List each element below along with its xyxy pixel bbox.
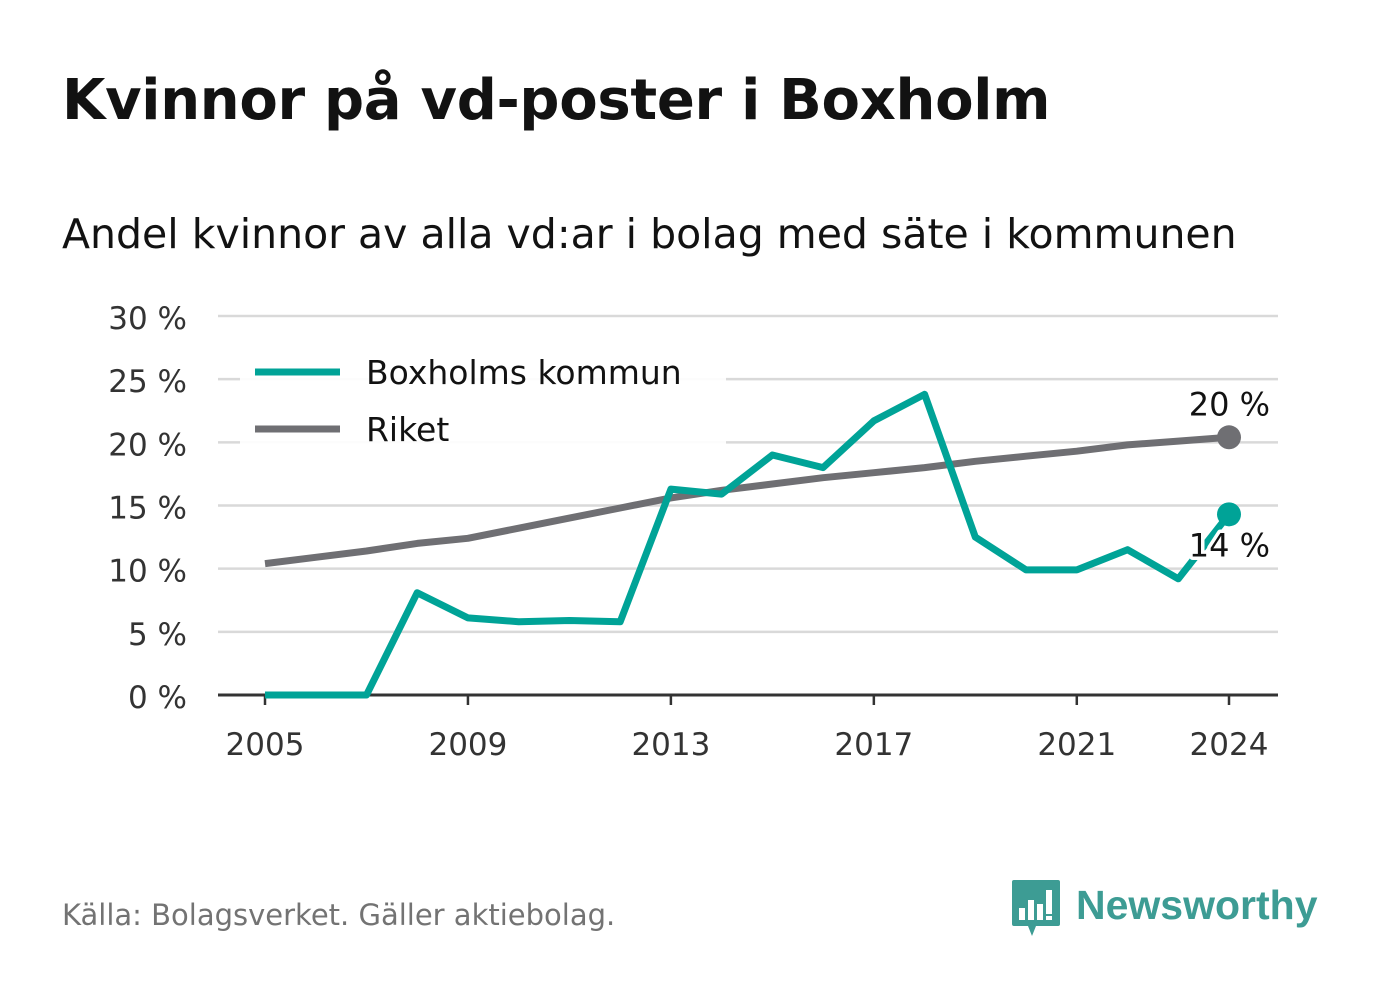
legend: Boxholms kommun Riket: [240, 345, 726, 457]
y-tick-label: 5 %: [128, 617, 187, 653]
x-tick-label: 2024: [1190, 727, 1269, 763]
x-tick-label: 2005: [226, 727, 305, 763]
legend-label: Boxholms kommun: [366, 353, 682, 392]
y-tick-label: 30 %: [108, 301, 187, 337]
brand-name: Newsworthy: [1076, 881, 1318, 928]
y-axis-tick-labels: 0 % 5 % 10 % 15 % 20 % 25 % 30 %: [108, 301, 187, 716]
x-tick-label: 2021: [1037, 727, 1116, 763]
end-label-riket: 20 %: [1189, 385, 1270, 423]
y-tick-label: 0 %: [128, 680, 187, 716]
series-line-boxholm: [265, 390, 1232, 699]
end-label-boxholm: 14 %: [1189, 526, 1270, 564]
y-tick-label: 10 %: [108, 554, 187, 590]
legend-background: [240, 345, 726, 457]
y-tick-label: 20 %: [108, 427, 187, 463]
legend-label: Riket: [366, 410, 449, 449]
newsworthy-logo-icon: [1012, 880, 1060, 936]
source-note: Källa: Bolagsverket. Gäller aktiebolag.: [62, 898, 616, 932]
end-point-riket: [1217, 425, 1241, 450]
y-tick-label: 15 %: [108, 491, 187, 527]
x-tick-label: 2017: [834, 727, 913, 763]
end-label-halo: 14 %: [1189, 526, 1270, 564]
newsworthy-logo: Newsworthy: [1010, 878, 1318, 940]
series-lines: [264, 390, 1241, 699]
end-labels: 20 %14 %14 %: [1185, 385, 1273, 568]
x-tick-label: 2009: [428, 727, 507, 763]
series-line-riket: [264, 433, 1230, 568]
end-point-boxholm: [1217, 502, 1241, 527]
chart-subtitle: Andel kvinnor av alla vd:ar i bolag med …: [62, 210, 1237, 258]
chart-title: Kvinnor på vd-poster i Boxholm: [62, 68, 1051, 133]
x-tick-label: 2013: [631, 727, 710, 763]
x-axis: 2005 2009 2013 2017 2021 2024: [218, 693, 1278, 763]
y-tick-label: 25 %: [108, 364, 187, 400]
